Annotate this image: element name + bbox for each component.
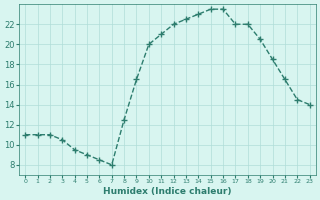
X-axis label: Humidex (Indice chaleur): Humidex (Indice chaleur) — [103, 187, 232, 196]
